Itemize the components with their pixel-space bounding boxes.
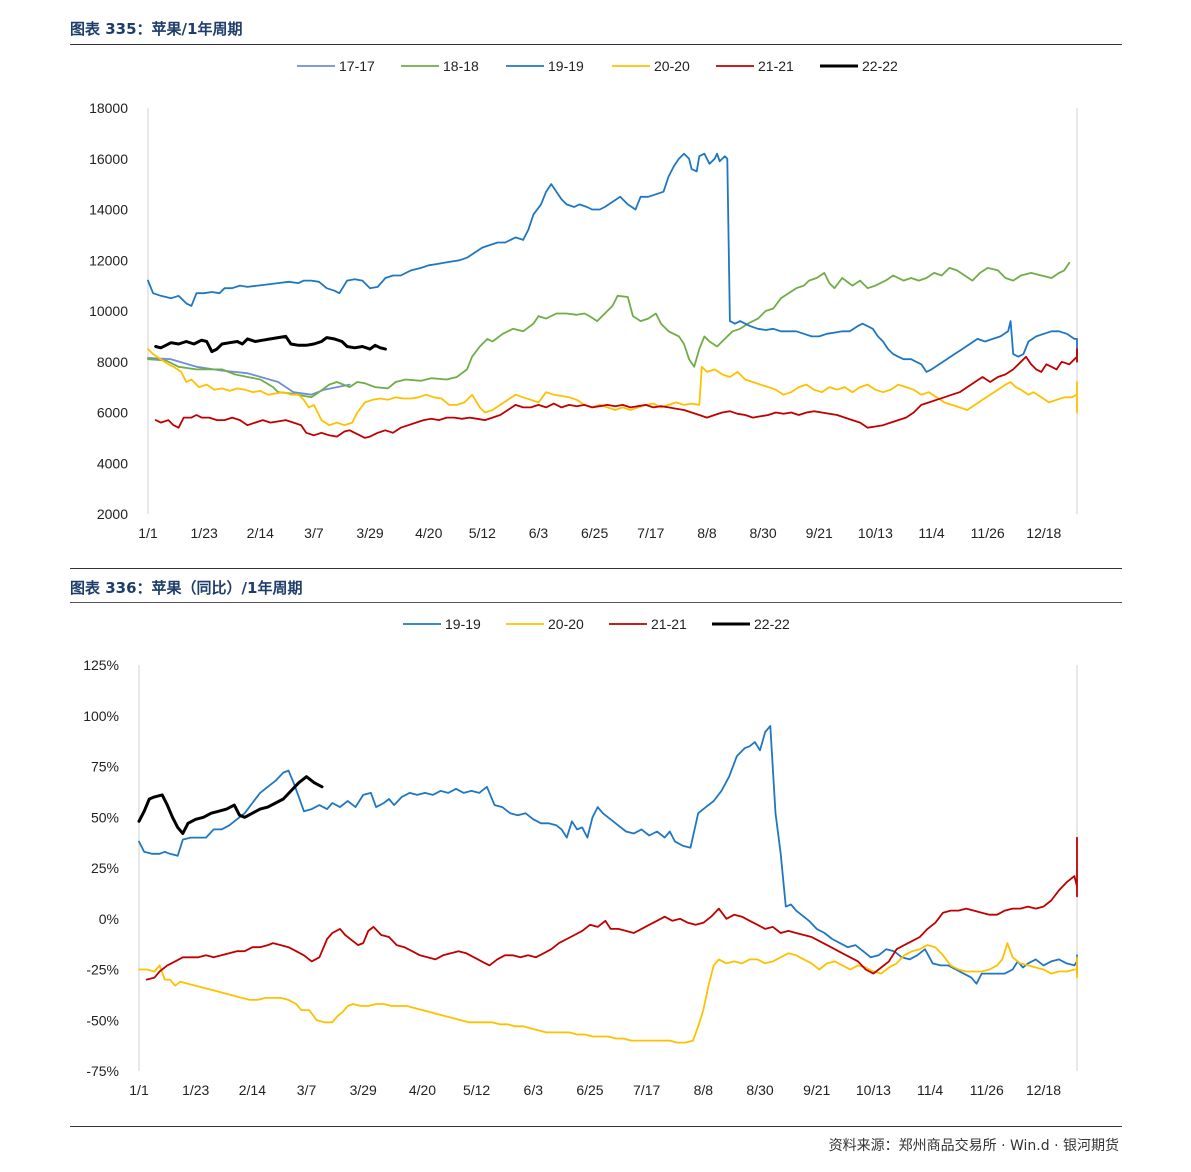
legend-label-18-18: 18-18 — [443, 58, 479, 74]
y-tick-label: 10000 — [89, 303, 128, 319]
y-tick-label: 8000 — [97, 354, 128, 370]
chart1-top-rule — [70, 44, 1122, 45]
legend-label-21-21: 21-21 — [758, 58, 794, 74]
y-tick-label: 4000 — [97, 455, 128, 471]
series-line-19-19 — [147, 152, 1078, 373]
chart2-divider — [70, 568, 1122, 569]
chart1-header: 图表 335：苹果/1年周期 — [70, 20, 243, 38]
legend-label-19-19: 19-19 — [548, 58, 584, 74]
x-tick-label: 2/14 — [247, 525, 274, 541]
y-tick-label: 18000 — [89, 100, 128, 116]
source-note: 资料来源：郑州商品交易所 · Win.d · 银河期货 — [828, 1138, 1119, 1154]
x-tick-label: 1/23 — [191, 525, 218, 541]
series-line-18-18 — [147, 261, 1071, 399]
x-tick-label: 3/7 — [304, 525, 324, 541]
x-tick-label: 7/17 — [633, 1082, 660, 1098]
x-tick-label: 9/21 — [803, 1082, 830, 1098]
x-tick-label: 3/29 — [350, 1082, 377, 1098]
chart2-top-rule — [70, 602, 1122, 603]
legend-label-20-20: 20-20 — [654, 58, 690, 74]
chart2-header: 图表 336：苹果（同比）/1年周期 — [70, 579, 303, 597]
x-tick-label: 11/4 — [917, 1082, 943, 1098]
y-tick-label: 125% — [83, 657, 119, 673]
x-tick-label: 1/1 — [138, 525, 158, 541]
x-tick-label: 4/20 — [409, 1082, 436, 1098]
legend-label-21-21: 21-21 — [651, 616, 687, 632]
y-tick-label: 75% — [91, 759, 119, 775]
y-tick-label: 2000 — [97, 506, 128, 522]
chart1: 2000 4000 6000 8000 10000 12000 14000 16000 1800… — [89, 58, 1078, 541]
series-line-22-22 — [137, 775, 324, 835]
y-tick-label: 16000 — [89, 151, 128, 167]
y-tick-label: 12000 — [89, 252, 128, 268]
series-line-21-21 — [145, 836, 1078, 981]
x-tick-label: 6/25 — [581, 525, 608, 541]
x-tick-label: 11/4 — [918, 525, 944, 541]
x-tick-label: 3/29 — [356, 525, 383, 541]
x-tick-label: 6/3 — [529, 525, 549, 541]
y-tick-label: 14000 — [89, 202, 128, 218]
x-tick-label: 12/18 — [1026, 525, 1061, 541]
y-tick-label: 100% — [83, 708, 119, 724]
y-tick-label: 6000 — [97, 405, 128, 421]
y-tick-label: -75% — [86, 1063, 119, 1079]
x-tick-label: 7/17 — [637, 525, 664, 541]
x-tick-label: 8/30 — [749, 525, 776, 541]
y-tick-label: -25% — [86, 962, 119, 978]
bottom-rule — [70, 1126, 1122, 1127]
series-group — [147, 152, 1078, 439]
chart2: -75% -50% -25% 0% 25% 50% 75% 100% 125% 1/1 1/23 2/… — [83, 616, 1078, 1098]
x-tick-label: 8/8 — [694, 1082, 714, 1098]
x-tick-label: 3/7 — [297, 1082, 317, 1098]
x-tick-label: 8/30 — [746, 1082, 773, 1098]
x-tick-label: 6/3 — [524, 1082, 544, 1098]
x-tick-label: 4/20 — [415, 525, 442, 541]
x-tick-label: 5/12 — [469, 525, 496, 541]
x-tick-label: 1/1 — [129, 1082, 149, 1098]
y-tick-label: 25% — [91, 860, 119, 876]
x-tick-label: 5/12 — [463, 1082, 490, 1098]
x-tick-label: 8/8 — [697, 525, 717, 541]
series-line-19-19 — [138, 725, 1078, 985]
x-tick-label: 1/23 — [182, 1082, 209, 1098]
y-tick-label: 50% — [91, 809, 119, 825]
x-tick-label: 11/26 — [970, 1082, 1004, 1098]
series-group — [137, 725, 1078, 1044]
series-line-17-17 — [147, 357, 351, 396]
series-line-20-20 — [147, 348, 1078, 427]
series-line-20-20 — [138, 942, 1078, 1044]
x-tick-label: 9/21 — [806, 525, 833, 541]
y-tick-label: -50% — [86, 1012, 119, 1028]
x-tick-label: 6/25 — [576, 1082, 603, 1098]
x-tick-label: 2/14 — [239, 1082, 266, 1098]
x-tick-label: 10/13 — [858, 525, 893, 541]
legend-label-20-20: 20-20 — [548, 616, 584, 632]
series-line-22-22 — [154, 334, 387, 354]
x-tick-label: 10/13 — [856, 1082, 891, 1098]
legend-label-22-22: 22-22 — [754, 616, 790, 632]
series-line-21-21 — [154, 348, 1078, 439]
x-tick-label: 12/18 — [1026, 1082, 1061, 1098]
y-tick-label: 0% — [99, 911, 119, 927]
legend-label-17-17: 17-17 — [339, 58, 375, 74]
legend-label-22-22: 22-22 — [862, 58, 898, 74]
x-tick-label: 11/26 — [971, 525, 1005, 541]
legend-label-19-19: 19-19 — [445, 616, 481, 632]
